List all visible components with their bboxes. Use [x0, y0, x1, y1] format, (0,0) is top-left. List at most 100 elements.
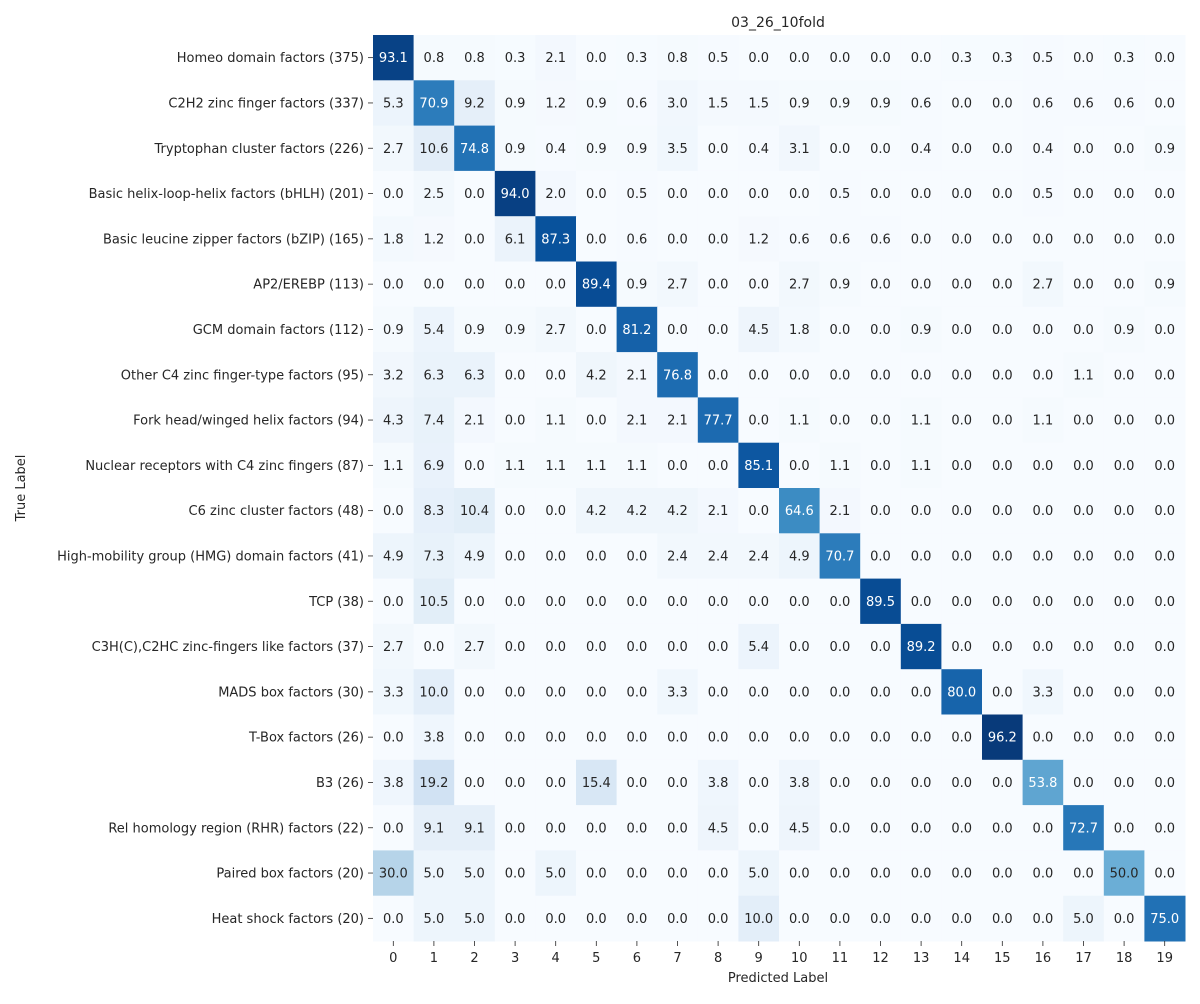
heatmap-cell [494, 669, 536, 715]
cell-value-label: 0.4 [911, 142, 932, 157]
cell-value-label: 0.0 [789, 595, 810, 610]
cell-value-label: 0.0 [1073, 232, 1094, 247]
cell-value-label: 1.1 [789, 414, 810, 429]
heatmap-cell [982, 533, 1024, 580]
cell-value-label: 0.0 [1073, 323, 1094, 338]
x-tick-label: 19 [1156, 951, 1173, 966]
heatmap-cell [1063, 714, 1105, 761]
cell-value-label: 0.0 [586, 323, 607, 338]
cell-value-label: 0.0 [627, 549, 648, 564]
cell-value-label: 4.2 [667, 504, 688, 519]
heatmap-cell [454, 442, 496, 489]
x-tick-label: 4 [552, 951, 560, 966]
heatmap-cell [697, 125, 739, 172]
heatmap-cell [373, 805, 415, 851]
y-tick-label: Rel homology region (RHR) factors (22) [108, 821, 364, 836]
cell-value-label: 70.7 [825, 549, 854, 564]
cell-value-label: 0.0 [951, 549, 972, 564]
cell-value-label: 0.0 [748, 278, 769, 293]
cell-value-label: 0.0 [870, 51, 891, 66]
heatmap-cell [982, 895, 1024, 942]
cell-value-label: 0.0 [951, 776, 972, 791]
heatmap-cell [1022, 306, 1064, 353]
heatmap-cell [819, 488, 861, 534]
heatmap-cell [982, 578, 1024, 625]
cell-value-label: 0.0 [708, 142, 729, 157]
heatmap-cell [941, 80, 983, 127]
cell-value-label: 0.4 [748, 142, 769, 157]
heatmap-cell [738, 306, 780, 353]
y-tick-label: Basic leucine zipper factors (bZIP) (165… [103, 232, 364, 247]
cell-value-label: 0.0 [1033, 867, 1054, 882]
cell-value-label: 2.1 [667, 414, 688, 429]
heatmap-cell [413, 669, 455, 715]
heatmap-cell [413, 170, 455, 217]
cell-value-label: 8.3 [424, 504, 445, 519]
cell-value-label: 0.0 [830, 51, 851, 66]
heatmap-cell [697, 850, 739, 897]
heatmap-cell [1144, 805, 1186, 851]
cell-value-label: 0.9 [505, 142, 526, 157]
heatmap-cell [900, 669, 942, 715]
cell-value-label: 0.0 [748, 504, 769, 519]
cell-value-label: 70.9 [419, 96, 448, 111]
cell-value-label: 0.0 [748, 685, 769, 700]
chart-title: 03_26_10fold [731, 15, 825, 31]
cell-value-label: 0.0 [1154, 867, 1175, 882]
cell-value-label: 0.0 [383, 504, 404, 519]
cell-value-label: 0.0 [708, 640, 729, 655]
heatmap-cell [373, 895, 415, 942]
cell-value-label: 0.0 [1073, 459, 1094, 474]
heatmap-cell [1144, 352, 1186, 398]
heatmap-cell [860, 623, 902, 670]
heatmap-cell [535, 306, 577, 353]
cell-value-label: 4.5 [789, 821, 810, 836]
cell-value-label: 0.0 [586, 685, 607, 700]
cell-value-label: 0.0 [1073, 142, 1094, 157]
heatmap-cell [697, 805, 739, 851]
heatmap-cell [900, 261, 942, 308]
cell-value-label: 1.1 [830, 459, 851, 474]
heatmap-cell [738, 216, 780, 262]
y-tick-label: AP2/EREBP (113) [253, 278, 364, 293]
heatmap-cell [1063, 895, 1105, 942]
cell-value-label: 0.0 [505, 368, 526, 383]
x-axis-ticks: 0 1 2 3 4 5 6 7 8 9 10 11 12 13 14 15 16 17 18 19 [389, 941, 1173, 966]
cell-value-label: 1.8 [383, 232, 404, 247]
cell-value-label: 0.0 [1154, 595, 1175, 610]
cell-value-label: 0.0 [383, 278, 404, 293]
cell-value-label: 0.0 [870, 776, 891, 791]
heatmap-cell [535, 669, 577, 715]
heatmap-cell [454, 80, 496, 127]
heatmap-cell [941, 35, 983, 81]
cell-value-label: 0.0 [424, 640, 445, 655]
heatmap-cell [697, 261, 739, 308]
heatmap-cell [576, 488, 618, 534]
cell-value-label: 0.0 [870, 368, 891, 383]
cell-value-label: 0.0 [545, 595, 566, 610]
cell-value-label: 0.0 [627, 776, 648, 791]
heatmap-cell [535, 533, 577, 580]
heatmap-cell [738, 895, 780, 942]
heatmap-cell [494, 35, 536, 81]
heatmap-cell [860, 759, 902, 806]
cell-value-label: 0.9 [383, 323, 404, 338]
cell-value-label: 0.0 [911, 368, 932, 383]
cell-value-label: 0.0 [586, 912, 607, 927]
heatmap-cell [413, 35, 455, 81]
cell-value-label: 0.0 [667, 912, 688, 927]
cell-value-label: 76.8 [663, 368, 692, 383]
heatmap-cell [1063, 442, 1105, 489]
heatmap-cell [941, 125, 983, 172]
heatmap-cell [535, 442, 577, 489]
x-tick-label: 7 [673, 951, 681, 966]
cell-value-label: 0.0 [1033, 912, 1054, 927]
heatmap-cell [1103, 352, 1145, 398]
heatmap-cell [982, 261, 1024, 308]
cell-value-label: 0.0 [1033, 368, 1054, 383]
cell-value-label: 0.0 [789, 187, 810, 202]
cell-value-label: 2.1 [627, 368, 648, 383]
cell-value-label: 0.0 [951, 414, 972, 429]
heatmap-cell [413, 352, 455, 398]
